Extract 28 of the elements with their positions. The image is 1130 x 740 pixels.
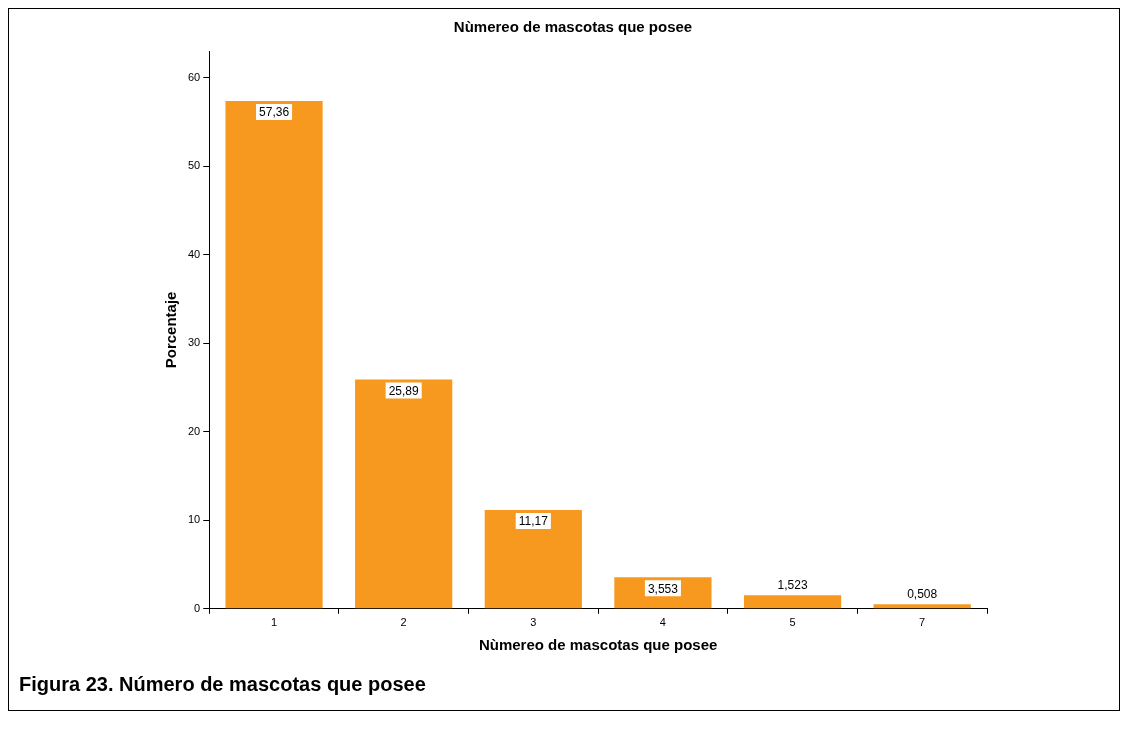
y-tick-label: 30 [187, 336, 201, 349]
data-label: 1,523 [777, 577, 808, 592]
data-label: 0,508 [907, 586, 938, 601]
data-label: 11,17 [518, 514, 549, 529]
x-tick-label: 1 [270, 616, 278, 629]
bar [355, 379, 453, 609]
y-tick-label: 60 [187, 70, 201, 83]
bar [484, 509, 582, 609]
data-label: 3,553 [647, 581, 679, 596]
text: Figura 23. Número de mascotas que posee [18, 672, 427, 697]
y-tick-label: 40 [187, 247, 201, 260]
bar [225, 100, 323, 609]
x-tick-label: 4 [659, 616, 666, 629]
y-tick-label: 20 [187, 424, 201, 437]
x-tick-label: 2 [400, 616, 407, 629]
y-tick-label: 50 [187, 159, 201, 172]
chart-title: Nùmereo de mascotas que posee [453, 18, 693, 36]
y-axis-title: Porcentaje [162, 291, 180, 369]
bar [873, 604, 971, 609]
x-tick-label: 3 [530, 616, 537, 629]
bar [743, 595, 842, 609]
y-tick-label: 0 [194, 601, 201, 614]
y-tick-label: 10 [187, 513, 201, 526]
x-axis-title: Nùmereo de mascotas que posee [478, 636, 718, 654]
data-label: 57,36 [259, 105, 290, 120]
data-label: 25,89 [388, 383, 420, 398]
x-tick-label: 7 [919, 616, 926, 629]
x-tick-label: 5 [789, 616, 796, 629]
